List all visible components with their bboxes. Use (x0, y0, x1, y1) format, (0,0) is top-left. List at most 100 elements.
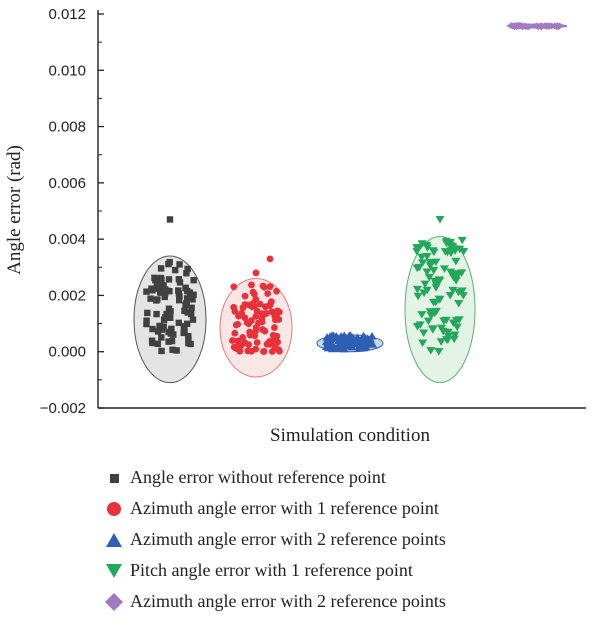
data-point (183, 270, 190, 277)
data-point (268, 348, 276, 355)
data-point (160, 316, 168, 323)
data-point (241, 339, 249, 346)
data-point (265, 340, 273, 348)
data-point (153, 310, 160, 318)
data-point (248, 281, 255, 289)
data-point (417, 253, 427, 262)
legend-item: Angle error without reference point (100, 462, 446, 493)
data-point (143, 288, 150, 295)
data-point (239, 304, 247, 312)
data-point (184, 309, 191, 316)
data-point (420, 280, 430, 289)
data-point (353, 334, 363, 342)
data-point (144, 309, 151, 317)
data-point (334, 336, 344, 344)
data-point (260, 348, 268, 355)
data-points (143, 21, 564, 356)
data-point (189, 296, 196, 303)
data-point (425, 259, 435, 267)
data-point (185, 339, 192, 347)
legend-item: Pitch angle error with 1 reference point (100, 555, 446, 586)
data-point (424, 273, 434, 282)
data-point (156, 288, 164, 296)
data-point (231, 307, 239, 315)
data-point (185, 332, 192, 340)
data-point (153, 297, 160, 304)
data-point (251, 332, 259, 340)
data-point (452, 323, 462, 332)
data-point (247, 317, 255, 325)
data-point (342, 338, 352, 347)
data-point (265, 302, 273, 309)
square-icon (100, 468, 128, 488)
data-point (423, 317, 433, 326)
data-point (163, 311, 170, 319)
triangle-down-icon (100, 561, 128, 581)
data-point (170, 331, 177, 338)
data-point (185, 336, 192, 343)
data-point (537, 23, 545, 31)
data-point (417, 311, 427, 319)
data-point (188, 304, 195, 311)
data-point (264, 290, 272, 297)
data-point (429, 267, 439, 275)
data-point (273, 287, 280, 295)
data-point (180, 323, 188, 330)
data-point (436, 324, 446, 333)
data-point (154, 328, 162, 335)
data-point (148, 337, 156, 344)
data-point (431, 258, 441, 267)
legend-label: Azimuth angle error with 2 reference poi… (130, 529, 446, 549)
data-point (419, 329, 429, 337)
outlier-point (435, 215, 445, 224)
axes (97, 10, 586, 409)
legend-label: Azimuth angle error with 1 reference poi… (130, 498, 439, 518)
data-point (241, 314, 249, 322)
data-point (151, 274, 158, 282)
data-point (167, 314, 174, 321)
outlier-point (266, 255, 274, 263)
data-point (232, 345, 240, 352)
y-axis-title: Angle error (rad) (4, 145, 25, 275)
data-point (256, 300, 264, 308)
data-point (322, 336, 332, 344)
data-point (446, 249, 456, 258)
data-point (429, 298, 439, 307)
data-point (454, 288, 464, 297)
data-point (252, 312, 260, 320)
diamond-icon (100, 592, 128, 612)
data-point (241, 292, 249, 300)
data-point (448, 286, 458, 295)
data-point (274, 307, 281, 315)
data-point (153, 280, 161, 288)
y-tick-label: 0.004 (48, 231, 86, 248)
data-point (454, 299, 464, 308)
data-point (234, 320, 242, 328)
data-point (154, 340, 161, 348)
data-point (339, 344, 349, 353)
data-point (235, 312, 242, 320)
y-tick-label: 0.002 (48, 287, 86, 304)
data-point (239, 333, 247, 341)
y-tick-label: 0.012 (48, 6, 86, 23)
data-point (422, 268, 432, 276)
data-point (525, 23, 533, 31)
legend-label: Pitch angle error with 1 reference point (130, 560, 413, 580)
data-point (149, 287, 156, 294)
data-point (429, 248, 439, 257)
data-point (176, 279, 184, 286)
data-point (259, 282, 267, 290)
data-point (451, 257, 461, 266)
data-point (445, 239, 455, 247)
data-point (269, 331, 277, 339)
outlier-point (252, 269, 260, 277)
data-point (165, 338, 172, 345)
group-ellipses (133, 23, 568, 384)
outlier-point (166, 216, 174, 223)
y-tick-label: 0.000 (48, 344, 86, 361)
data-point (510, 23, 518, 31)
data-point (275, 316, 283, 323)
data-point (412, 247, 422, 256)
data-point (147, 295, 154, 302)
legend-marker-shape (106, 563, 122, 578)
